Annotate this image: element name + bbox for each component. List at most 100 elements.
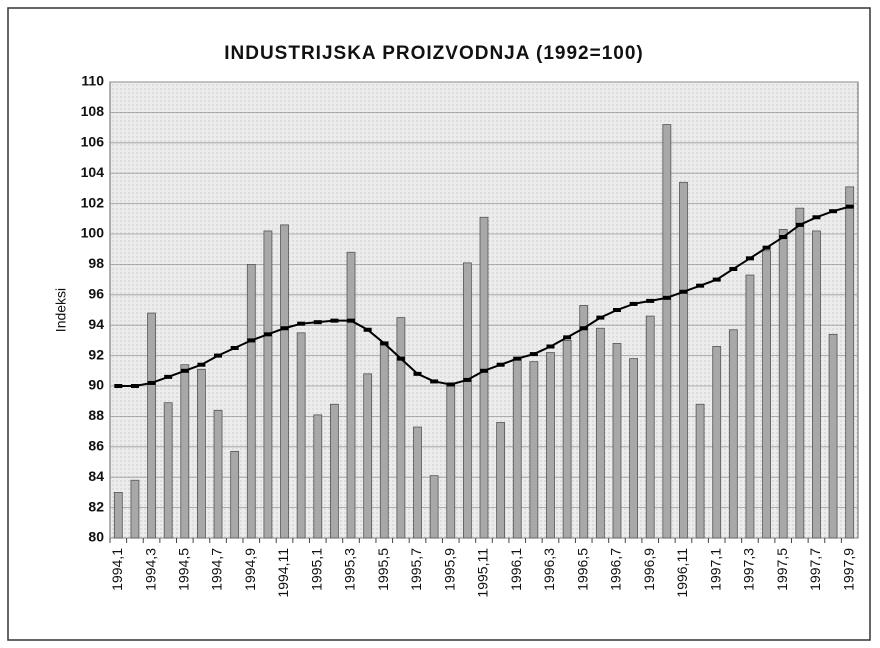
x-tick-label: 1994,5 <box>176 548 192 591</box>
y-tick-label: 94 <box>88 316 104 332</box>
bar <box>396 317 406 539</box>
bar <box>180 364 190 539</box>
x-tick-label: 1995,3 <box>342 548 358 591</box>
x-tick-label: 1997,9 <box>840 548 856 591</box>
bar <box>812 230 821 539</box>
bar <box>645 315 655 539</box>
line-marker <box>529 352 538 357</box>
line-marker <box>646 298 655 303</box>
bar <box>845 186 855 539</box>
bar <box>479 216 489 539</box>
line-marker <box>679 289 688 294</box>
line-marker <box>812 215 821 220</box>
line-marker <box>712 277 721 282</box>
line-marker <box>696 283 705 288</box>
line-marker <box>197 362 206 367</box>
y-tick-label: 92 <box>88 346 104 362</box>
line-marker <box>380 341 389 346</box>
bar <box>329 403 339 539</box>
bar <box>529 361 539 539</box>
line-marker <box>779 235 788 240</box>
bar <box>230 450 240 539</box>
bar <box>363 373 373 539</box>
line-marker <box>247 338 256 343</box>
line-marker <box>147 380 156 385</box>
line-marker <box>513 356 522 361</box>
line-marker <box>330 318 339 323</box>
x-tick-label: 1996,1 <box>508 548 524 591</box>
x-tick-label: 1997,1 <box>707 548 723 591</box>
bar <box>745 274 755 539</box>
y-axis-label: Indeksi <box>53 288 69 332</box>
y-tick-label: 102 <box>81 194 105 210</box>
bar <box>712 346 722 539</box>
line-marker <box>546 344 555 349</box>
line-marker <box>829 209 838 214</box>
bar <box>695 403 705 539</box>
x-tick-label: 1997,3 <box>741 548 757 591</box>
line-marker <box>130 384 139 388</box>
line-marker <box>363 327 372 332</box>
bar <box>413 426 422 539</box>
bar <box>629 358 638 539</box>
x-tick-label: 1995,11 <box>475 548 491 598</box>
bar <box>130 479 140 539</box>
line-marker <box>114 384 123 388</box>
x-tick-label: 1995,1 <box>308 548 324 591</box>
bar <box>778 229 788 539</box>
bar <box>595 327 605 539</box>
bar <box>429 475 439 539</box>
line-marker <box>214 353 223 358</box>
line-marker <box>280 326 289 331</box>
bar <box>346 251 356 539</box>
x-tick-label: 1994,9 <box>242 548 258 591</box>
x-tick-label: 1997,5 <box>774 548 790 591</box>
line-marker <box>845 204 854 209</box>
x-tick-label: 1996,5 <box>574 548 590 591</box>
line-marker <box>662 295 671 300</box>
line-marker <box>263 332 272 337</box>
bar <box>147 312 156 539</box>
y-tick-label: 98 <box>88 255 104 271</box>
y-tick-label: 110 <box>81 73 104 89</box>
bar <box>379 341 389 539</box>
bar <box>163 402 173 539</box>
bar <box>762 250 771 539</box>
line-marker <box>795 222 804 227</box>
x-tick-label: 1996,11 <box>674 548 690 598</box>
y-tick-label: 96 <box>88 286 104 302</box>
line-marker <box>180 368 189 373</box>
bar <box>728 329 738 539</box>
bar <box>546 352 555 539</box>
line-marker <box>230 346 239 350</box>
bar <box>462 262 472 539</box>
bar <box>213 409 223 539</box>
y-tick-label: 84 <box>88 468 104 484</box>
y-tick-label: 106 <box>81 134 105 150</box>
bar <box>579 305 589 539</box>
y-tick-label: 88 <box>88 407 104 423</box>
line-marker <box>579 326 588 331</box>
y-tick-label: 108 <box>81 103 105 119</box>
bar <box>496 422 506 539</box>
x-tick-label: 1994,3 <box>142 548 158 591</box>
bar <box>446 384 456 539</box>
line-marker <box>413 371 422 376</box>
x-tick-label: 1994,1 <box>109 548 125 591</box>
x-tick-label: 1995,9 <box>441 548 457 591</box>
y-tick-label: 82 <box>88 498 104 514</box>
line-marker <box>563 335 572 340</box>
x-tick-label: 1995,7 <box>408 548 424 591</box>
x-tick-label: 1994,11 <box>275 548 291 598</box>
line-marker <box>313 320 322 325</box>
line-marker <box>629 301 638 306</box>
line-marker <box>396 356 405 361</box>
bar <box>313 414 323 539</box>
line-marker <box>347 318 356 323</box>
y-tick-label: 80 <box>88 529 104 545</box>
line-marker <box>430 379 439 384</box>
bar <box>828 333 838 539</box>
line-marker <box>762 245 771 250</box>
line-marker <box>745 256 754 261</box>
